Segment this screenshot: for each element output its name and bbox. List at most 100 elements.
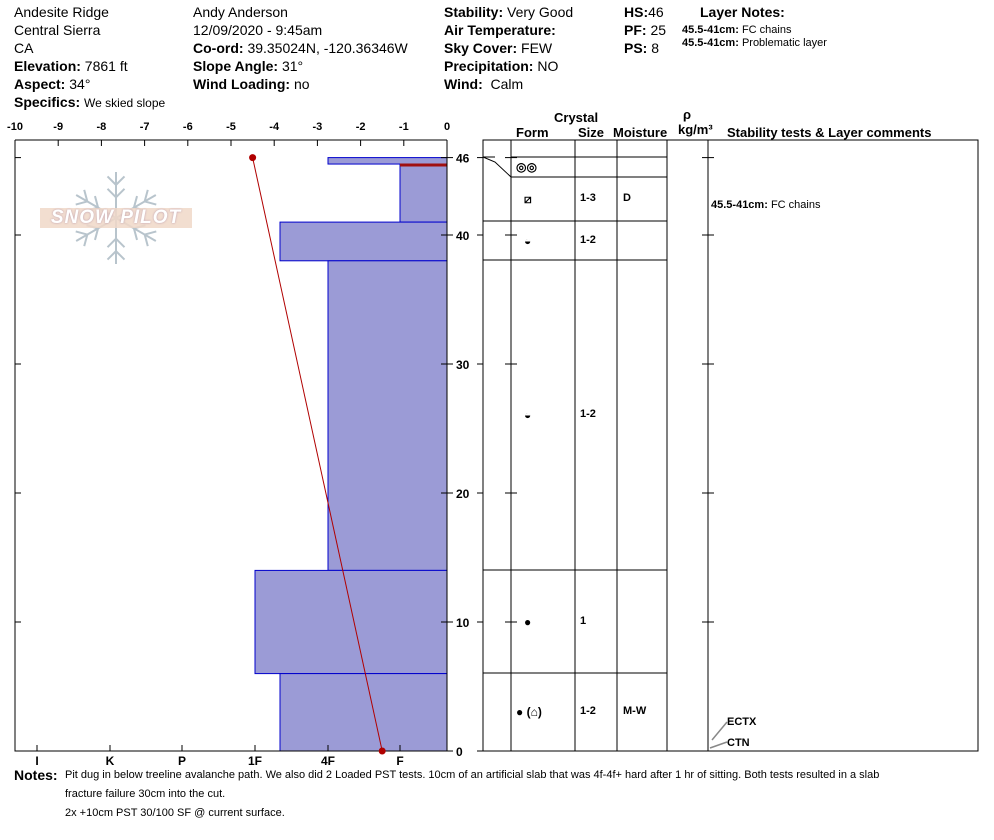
cell-form: ◒ (524, 408, 532, 422)
density-symbol: ρ (683, 107, 692, 122)
hardness-tick-label: 4F (321, 754, 335, 768)
snowflake-icon (115, 188, 126, 199)
cell-moisture: D (623, 192, 631, 204)
wind-loading: Wind Loading: no (193, 76, 310, 92)
form-header: Form (516, 125, 549, 140)
specifics: Specifics: We skied slope (14, 94, 166, 110)
snowpilot-logo: SNOW PILOT (40, 208, 192, 228)
cell-form: ● (524, 614, 532, 629)
snowflake-icon (115, 175, 126, 186)
snowflake-icon (132, 228, 138, 241)
snowflake-icon (94, 228, 100, 241)
hardness-bar (254, 569, 448, 675)
temp-tick-label: -6 (183, 121, 193, 133)
density-unit: kg/m³ (678, 122, 713, 137)
hardness-tick-label: 1F (248, 754, 262, 768)
cell-form: ● (⌂) (516, 705, 542, 719)
test-arrow (709, 741, 728, 749)
temp-tick-label: -5 (226, 121, 236, 133)
height-tick-label: 0 (456, 745, 463, 759)
test-ctn: CTN (727, 737, 750, 749)
wind: Wind: Calm (444, 76, 524, 92)
snowflake-icon (115, 250, 126, 261)
comments-header: Stability tests & Layer comments (727, 125, 932, 140)
temp-tick-label: -7 (140, 121, 150, 133)
cell-size: 1-2 (580, 705, 596, 717)
snowflake-icon (83, 234, 89, 247)
snowflake-icon (75, 200, 88, 206)
cell-size: 1-2 (580, 233, 596, 246)
snowflake-icon (144, 200, 157, 206)
notes-line: fracture failure 30cm into the cut. (65, 788, 226, 800)
snowflake-icon (83, 189, 89, 202)
state: CA (14, 40, 34, 56)
crystal-header: Crystal (554, 110, 599, 125)
height-tick-label: 40 (456, 229, 470, 243)
temperature-point (378, 747, 386, 755)
cell-size: 1-2 (580, 408, 596, 420)
hardness-tick-label: I (35, 754, 38, 768)
notes-line: Pit dug in below treeline avalanche path… (65, 769, 880, 781)
snowflake-icon (106, 250, 117, 261)
snowflake-icon (94, 195, 100, 208)
precipitation: Precipitation: NO (444, 58, 559, 74)
temp-tick-label: -4 (269, 121, 280, 133)
temp-tick-label: -3 (313, 121, 323, 133)
temperature-point (249, 154, 257, 162)
snowflake-icon (106, 175, 117, 186)
height-tick-label: 46 (456, 152, 470, 166)
snowflake-icon (132, 195, 138, 208)
snowflake-icon (144, 230, 157, 236)
cell-form: ◒ (524, 233, 532, 248)
moisture-header: Moisture (613, 125, 668, 140)
hardness-tick-label: K (106, 754, 115, 768)
temp-tick-label: 0 (444, 121, 450, 133)
cell-moisture: M-W (623, 705, 647, 717)
snowflake-icon (143, 189, 149, 202)
snowflake-icon (143, 234, 149, 247)
hardness-tick-label: F (396, 754, 403, 768)
stability: Stability: Very Good (444, 4, 574, 20)
layer-note: 45.5-41cm: Problematic layer (682, 37, 827, 49)
range: Central Sierra (14, 22, 101, 38)
snowflake-icon (106, 188, 117, 199)
air-temp: Air Temperature: (444, 22, 556, 38)
snowflake-icon (106, 237, 117, 248)
hardness-bar (327, 260, 448, 571)
hs: HS:46 (624, 4, 664, 20)
temp-tick-label: -8 (97, 121, 107, 133)
hardness-bar (399, 163, 448, 223)
layer-comment: 45.5-41cm: FC chains (711, 199, 821, 211)
sky-cover: Sky Cover: FEW (444, 40, 553, 56)
pf: PF: 25 (624, 22, 667, 38)
layer-table (482, 139, 979, 752)
size-header: Size (578, 125, 605, 140)
hardness-bar (279, 221, 448, 262)
cell-size: 1-3 (580, 192, 596, 204)
slope-angle: Slope Angle: 31° (193, 58, 304, 74)
height-tick-label: 30 (456, 358, 470, 372)
snowflake-icon (75, 230, 88, 236)
ps: PS: 8 (624, 40, 660, 56)
hardness-tick-label: P (178, 754, 186, 768)
layer-notes-title: Layer Notes: (700, 4, 785, 20)
temperature-line (252, 157, 383, 752)
graph-frame (14, 140, 448, 752)
coord: Co-ord: 39.35024N, -120.36346W (193, 40, 408, 56)
hardness-bar (279, 673, 448, 752)
height-tick-label: 20 (456, 487, 470, 501)
elevation: Elevation: 7861 ft (14, 58, 128, 74)
temp-tick-label: -2 (356, 121, 366, 133)
temp-tick-label: -1 (399, 121, 409, 133)
cell-form: ⧄ (524, 192, 532, 206)
aspect: Aspect: 34° (14, 76, 91, 92)
temp-tick-label: -10 (7, 121, 23, 133)
test-arrow (711, 721, 728, 741)
layer-connector (482, 156, 512, 178)
datetime: 12/09/2020 - 9:45am (193, 22, 323, 38)
hardness-bar (327, 157, 448, 165)
location: Andesite Ridge (14, 4, 109, 20)
cell-form: ◎◎ (516, 160, 537, 174)
height-tick-label: 10 (456, 616, 470, 630)
